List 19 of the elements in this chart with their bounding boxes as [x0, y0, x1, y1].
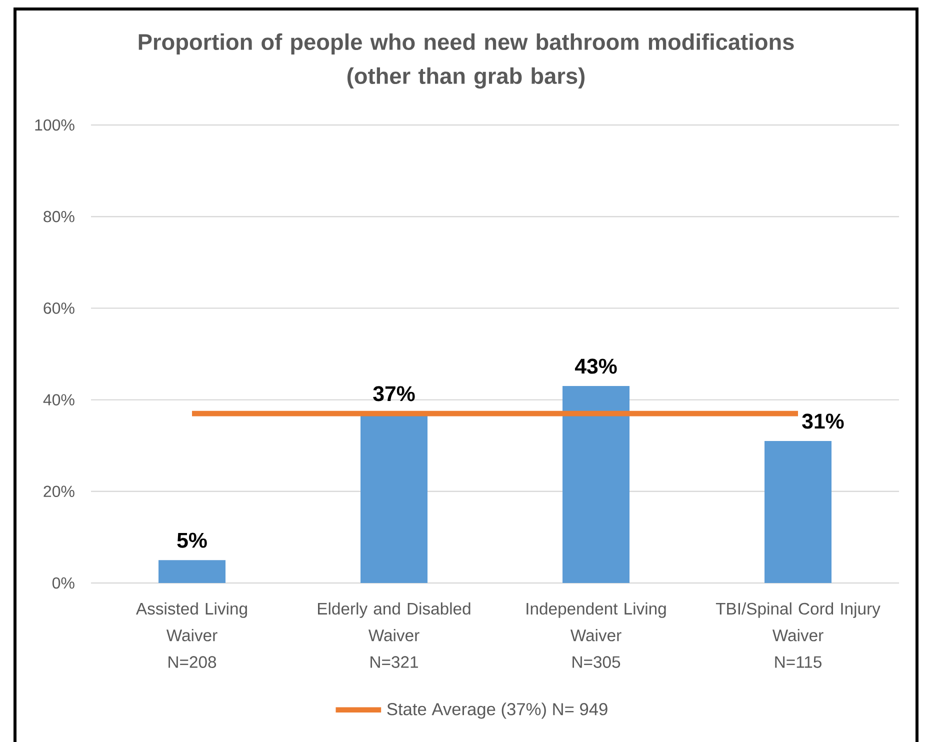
y-tick-label: 0% — [52, 577, 74, 589]
y-tick-label: 20% — [44, 486, 74, 498]
bar — [562, 386, 630, 583]
legend-label: State Average (37%) N= 949 — [387, 702, 608, 719]
data-label: 5% — [177, 532, 207, 548]
y-tick-label: 60% — [44, 302, 74, 314]
x-tick-label: TBI/Spinal Cord Injury Waiver N=115 — [716, 602, 880, 668]
x-tick-label: Independent Living Waiver N=305 — [526, 602, 666, 668]
chart-title: Proportion of people who need new bathroom modifications (other than grab bars) — [138, 33, 794, 89]
data-label: 43% — [574, 358, 617, 374]
y-tick-label: 40% — [43, 394, 74, 406]
x-tick-label: Assisted Living Waiver N=208 — [136, 602, 247, 668]
y-tick-label: 80% — [44, 210, 74, 222]
x-tick-label: Elderly and Disabled Waiver N=321 — [318, 602, 470, 668]
data-label: 31% — [802, 414, 844, 429]
y-tick-label: 100% — [35, 119, 74, 131]
data-label: 37% — [373, 386, 415, 402]
bar — [158, 560, 226, 583]
bar — [764, 441, 832, 583]
